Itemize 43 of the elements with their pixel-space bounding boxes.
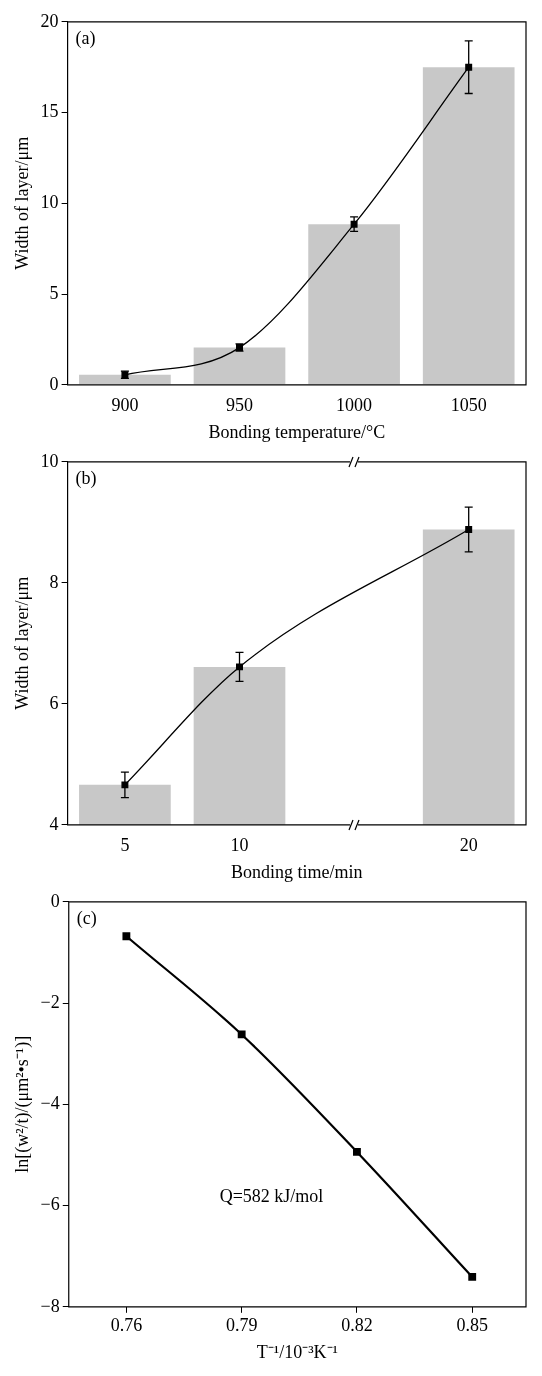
y-axis-title: Width of layer/μm bbox=[11, 136, 32, 270]
y-axis-title: Width of layer/μm bbox=[11, 576, 32, 710]
y-tick-label: −2 bbox=[40, 991, 60, 1012]
x-tick-label: 0.79 bbox=[225, 1315, 258, 1336]
y-tick-label: −4 bbox=[40, 1093, 60, 1114]
point bbox=[468, 1273, 477, 1281]
x-tick-label: 900 bbox=[111, 395, 139, 416]
y-tick-label: 4 bbox=[49, 813, 59, 834]
x-tick-label: 0.82 bbox=[341, 1315, 373, 1336]
x-tick-label: 0.85 bbox=[456, 1315, 488, 1336]
bar bbox=[79, 374, 171, 385]
y-tick-label: 6 bbox=[49, 692, 59, 713]
point bbox=[122, 932, 131, 941]
y-axis-title: ln[(w²/t)/(μm²•s⁻¹)] bbox=[11, 1035, 33, 1173]
x-axis-title: Bonding temperature/°C bbox=[208, 421, 386, 442]
x-tick-label: 20 bbox=[459, 835, 478, 856]
chart-title: (a) bbox=[75, 27, 96, 49]
y-tick-label: 10 bbox=[40, 450, 59, 471]
x-tick-label: 5 bbox=[120, 835, 130, 856]
x-tick-label: 1050 bbox=[450, 395, 487, 416]
chart-title: (c) bbox=[76, 907, 97, 929]
y-tick-label: 10 bbox=[40, 192, 59, 213]
y-tick-label: 0 bbox=[49, 373, 59, 394]
y-tick-label: 5 bbox=[49, 282, 59, 303]
bar bbox=[422, 67, 515, 385]
point bbox=[353, 1147, 361, 1156]
chart-title: (b) bbox=[75, 467, 97, 489]
x-tick-label: 950 bbox=[226, 395, 253, 416]
y-tick-label: −8 bbox=[40, 1295, 60, 1316]
annotation: Q=582 kJ/mol bbox=[219, 1186, 324, 1207]
bar bbox=[308, 224, 400, 385]
x-axis-title: T⁻¹/10⁻³K⁻¹ bbox=[256, 1341, 338, 1362]
y-tick-label: 0 bbox=[50, 890, 60, 911]
y-tick-label: 8 bbox=[49, 571, 59, 592]
y-tick-label: −6 bbox=[40, 1194, 60, 1215]
point bbox=[237, 1030, 246, 1039]
x-axis-title: Bonding time/min bbox=[231, 861, 363, 882]
x-tick-label: 0.76 bbox=[110, 1315, 143, 1336]
y-tick-label: 20 bbox=[40, 10, 59, 31]
y-tick-label: 15 bbox=[40, 101, 59, 122]
bar bbox=[193, 347, 286, 385]
x-tick-label: 10 bbox=[230, 835, 249, 856]
x-tick-label: 1000 bbox=[336, 395, 373, 416]
